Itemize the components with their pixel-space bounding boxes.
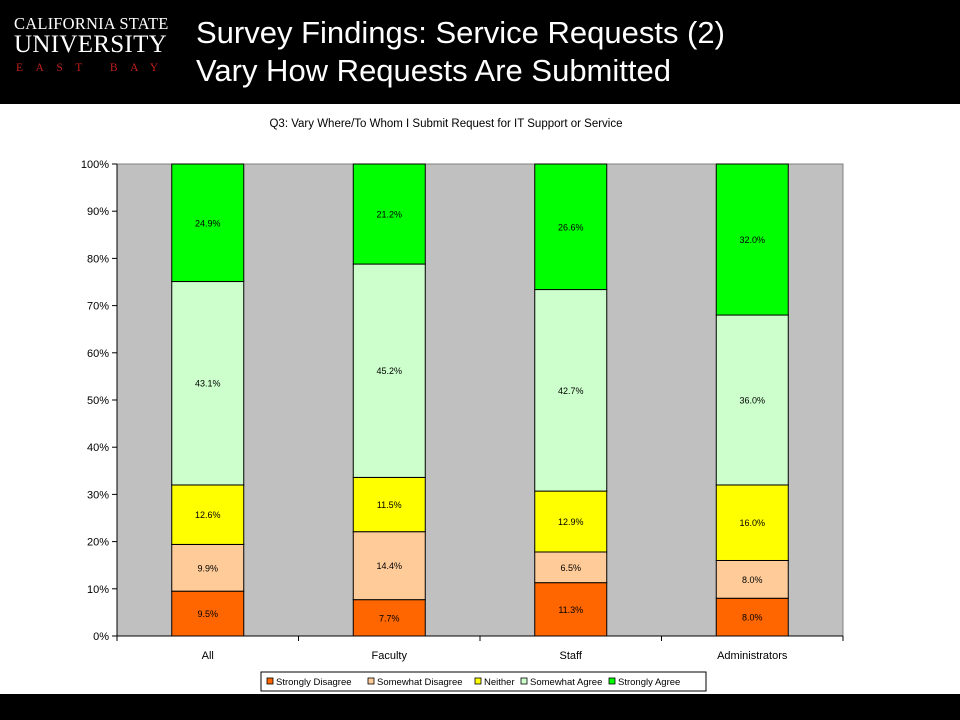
slide-title: Survey Findings: Service Requests (2) Va… bbox=[196, 14, 936, 90]
data-label: 45.2% bbox=[376, 366, 402, 376]
data-label: 24.9% bbox=[195, 218, 221, 228]
bar-segment bbox=[715, 597, 789, 637]
legend-swatch bbox=[520, 677, 528, 685]
data-label: 6.5% bbox=[560, 563, 581, 573]
slide-footer bbox=[0, 694, 960, 720]
legend-label: Somewhat Disagree bbox=[377, 677, 463, 688]
slide-title-line-1: Survey Findings: Service Requests (2) bbox=[196, 15, 725, 50]
y-tick-label: 40% bbox=[87, 442, 109, 454]
bar-segment bbox=[352, 163, 426, 265]
y-tick-label: 0% bbox=[93, 631, 109, 643]
bar-segment bbox=[534, 551, 608, 584]
y-tick-label: 30% bbox=[87, 489, 109, 501]
logo-line-2: UNIVERSITY bbox=[14, 31, 167, 58]
bar-segment bbox=[171, 543, 245, 592]
bar-segment bbox=[715, 314, 789, 486]
data-label: 16.0% bbox=[739, 518, 765, 528]
bar-segment bbox=[715, 559, 789, 599]
bar-segment bbox=[352, 263, 426, 478]
x-tick-label: Faculty bbox=[372, 650, 408, 662]
slide-title-line-2: Vary How Requests Are Submitted bbox=[196, 53, 671, 88]
data-label: 8.0% bbox=[742, 613, 763, 623]
data-label: 36.0% bbox=[739, 396, 765, 406]
data-label: 42.7% bbox=[558, 386, 584, 396]
bar-segment bbox=[534, 490, 608, 553]
legend-box bbox=[260, 671, 707, 692]
y-tick-label: 60% bbox=[87, 348, 109, 360]
bar-segment bbox=[352, 531, 426, 601]
x-tick-label: All bbox=[202, 650, 214, 662]
data-label: 12.6% bbox=[195, 510, 221, 520]
legend-label: Neither bbox=[484, 677, 515, 688]
y-tick-label: 90% bbox=[87, 206, 109, 218]
chart-title: Q3: Vary Where/To Whom I Submit Request … bbox=[269, 118, 622, 130]
y-tick-label: 50% bbox=[87, 395, 109, 407]
bar-segment bbox=[715, 163, 789, 316]
x-tick-label: Administrators bbox=[717, 650, 788, 662]
data-label: 11.3% bbox=[558, 605, 583, 615]
bar-segment bbox=[352, 476, 426, 533]
legend-label: Somewhat Agree bbox=[530, 677, 602, 688]
data-label: 11.5% bbox=[377, 500, 402, 510]
bar-segment bbox=[171, 281, 245, 486]
slide-header: CALIFORNIA STATE UNIVERSITY EAST BAY Sur… bbox=[0, 0, 960, 104]
legend-label: Strongly Agree bbox=[618, 677, 680, 688]
data-label: 21.2% bbox=[376, 210, 402, 220]
legend-swatch bbox=[608, 677, 616, 685]
data-label: 7.7% bbox=[379, 613, 400, 623]
legend-label: Strongly Disagree bbox=[276, 677, 352, 688]
x-tick-label: Staff bbox=[560, 650, 583, 662]
university-logo: CALIFORNIA STATE UNIVERSITY EAST BAY bbox=[14, 14, 170, 78]
data-label: 32.0% bbox=[739, 235, 765, 245]
data-label: 12.9% bbox=[558, 517, 584, 527]
data-label: 43.1% bbox=[195, 379, 221, 389]
bar-segment bbox=[534, 163, 608, 291]
data-label: 14.4% bbox=[376, 561, 402, 571]
data-label: 9.5% bbox=[197, 609, 218, 619]
y-tick-label: 100% bbox=[81, 159, 109, 171]
legend-swatch bbox=[474, 677, 482, 685]
legend-swatch bbox=[266, 677, 274, 685]
bar-segment bbox=[715, 484, 789, 561]
logo-line-3: EAST BAY bbox=[16, 62, 171, 74]
data-label: 26.6% bbox=[558, 222, 584, 232]
legend-swatch bbox=[367, 677, 375, 685]
stacked-bar-chart: Q3: Vary Where/To Whom I Submit Request … bbox=[81, 118, 844, 692]
y-tick-label: 70% bbox=[87, 301, 109, 313]
bar-segment bbox=[534, 289, 608, 492]
y-tick-label: 20% bbox=[87, 537, 109, 549]
bar-segment bbox=[171, 163, 245, 283]
bar-segment bbox=[171, 590, 245, 637]
y-tick-label: 10% bbox=[87, 584, 109, 596]
y-tick-label: 80% bbox=[87, 253, 109, 265]
data-label: 8.0% bbox=[742, 575, 763, 585]
data-label: 9.9% bbox=[197, 563, 218, 573]
logo-line-1: CALIFORNIA STATE bbox=[14, 14, 169, 33]
